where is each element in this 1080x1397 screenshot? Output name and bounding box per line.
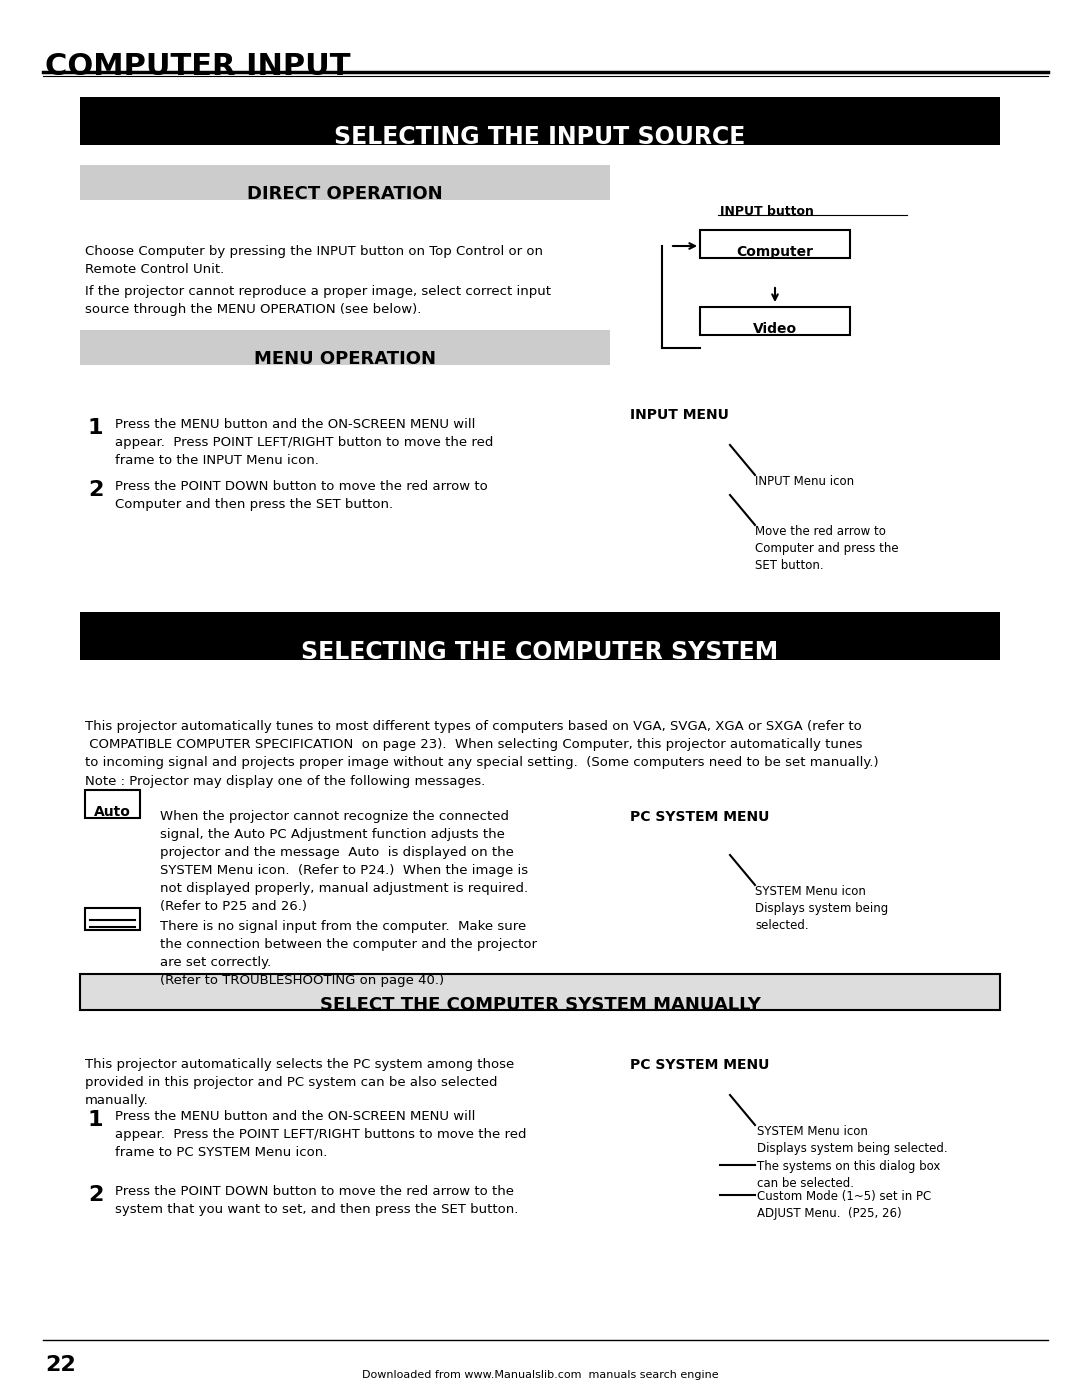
Text: Note : Projector may display one of the following messages.: Note : Projector may display one of the … bbox=[85, 775, 485, 788]
Text: 2: 2 bbox=[87, 1185, 104, 1206]
Text: INPUT button: INPUT button bbox=[720, 205, 814, 218]
FancyBboxPatch shape bbox=[80, 330, 610, 365]
Text: Computer: Computer bbox=[737, 244, 813, 258]
Text: Press the POINT DOWN button to move the red arrow to
Computer and then press the: Press the POINT DOWN button to move the … bbox=[114, 481, 488, 511]
Text: Press the MENU button and the ON-SCREEN MENU will
appear.  Press POINT LEFT/RIGH: Press the MENU button and the ON-SCREEN … bbox=[114, 418, 494, 467]
Text: There is no signal input from the computer.  Make sure
the connection between th: There is no signal input from the comput… bbox=[160, 921, 537, 988]
Text: SYSTEM Menu icon
Displays system being
selected.: SYSTEM Menu icon Displays system being s… bbox=[755, 886, 888, 932]
Text: MENU OPERATION: MENU OPERATION bbox=[254, 351, 436, 367]
Text: Move the red arrow to
Computer and press the
SET button.: Move the red arrow to Computer and press… bbox=[755, 525, 899, 571]
Text: SELECTING THE INPUT SOURCE: SELECTING THE INPUT SOURCE bbox=[335, 124, 745, 149]
Text: 2: 2 bbox=[87, 481, 104, 500]
FancyBboxPatch shape bbox=[80, 96, 1000, 145]
Text: SYSTEM Menu icon
Displays system being selected.: SYSTEM Menu icon Displays system being s… bbox=[757, 1125, 947, 1155]
Text: INPUT Menu icon: INPUT Menu icon bbox=[755, 475, 854, 488]
Text: INPUT MENU: INPUT MENU bbox=[630, 408, 729, 422]
Text: DIRECT OPERATION: DIRECT OPERATION bbox=[247, 184, 443, 203]
Text: Auto: Auto bbox=[94, 805, 131, 819]
Text: 1: 1 bbox=[87, 418, 104, 439]
Text: Downloaded from www.Manualslib.com  manuals search engine: Downloaded from www.Manualslib.com manua… bbox=[362, 1370, 718, 1380]
FancyBboxPatch shape bbox=[80, 974, 1000, 1010]
Text: When the projector cannot recognize the connected
signal, the Auto PC Adjustment: When the projector cannot recognize the … bbox=[160, 810, 528, 914]
Text: PC SYSTEM MENU: PC SYSTEM MENU bbox=[630, 810, 769, 824]
Text: This projector automatically tunes to most different types of computers based on: This projector automatically tunes to mo… bbox=[85, 719, 879, 768]
Text: Choose Computer by pressing the INPUT button on Top Control or on
Remote Control: Choose Computer by pressing the INPUT bu… bbox=[85, 244, 543, 277]
FancyBboxPatch shape bbox=[80, 165, 610, 200]
Text: 22: 22 bbox=[45, 1355, 76, 1375]
FancyBboxPatch shape bbox=[700, 307, 850, 335]
Text: Custom Mode (1~5) set in PC
ADJUST Menu.  (P25, 26): Custom Mode (1~5) set in PC ADJUST Menu.… bbox=[757, 1190, 931, 1220]
Text: SELECT THE COMPUTER SYSTEM MANUALLY: SELECT THE COMPUTER SYSTEM MANUALLY bbox=[320, 996, 760, 1014]
Text: 1: 1 bbox=[87, 1111, 104, 1130]
FancyBboxPatch shape bbox=[700, 231, 850, 258]
Text: Video: Video bbox=[753, 321, 797, 337]
FancyBboxPatch shape bbox=[80, 612, 1000, 659]
Text: Press the POINT DOWN button to move the red arrow to the
system that you want to: Press the POINT DOWN button to move the … bbox=[114, 1185, 518, 1215]
FancyBboxPatch shape bbox=[85, 908, 140, 930]
Text: SELECTING THE COMPUTER SYSTEM: SELECTING THE COMPUTER SYSTEM bbox=[301, 640, 779, 664]
Text: COMPUTER INPUT: COMPUTER INPUT bbox=[45, 52, 351, 81]
Text: PC SYSTEM MENU: PC SYSTEM MENU bbox=[630, 1058, 769, 1071]
Text: This projector automatically selects the PC system among those
provided in this : This projector automatically selects the… bbox=[85, 1058, 514, 1106]
FancyBboxPatch shape bbox=[85, 789, 140, 819]
Text: The systems on this dialog box
can be selected.: The systems on this dialog box can be se… bbox=[757, 1160, 941, 1190]
Text: If the projector cannot reproduce a proper image, select correct input
source th: If the projector cannot reproduce a prop… bbox=[85, 285, 551, 316]
Text: Press the MENU button and the ON-SCREEN MENU will
appear.  Press the POINT LEFT/: Press the MENU button and the ON-SCREEN … bbox=[114, 1111, 527, 1160]
